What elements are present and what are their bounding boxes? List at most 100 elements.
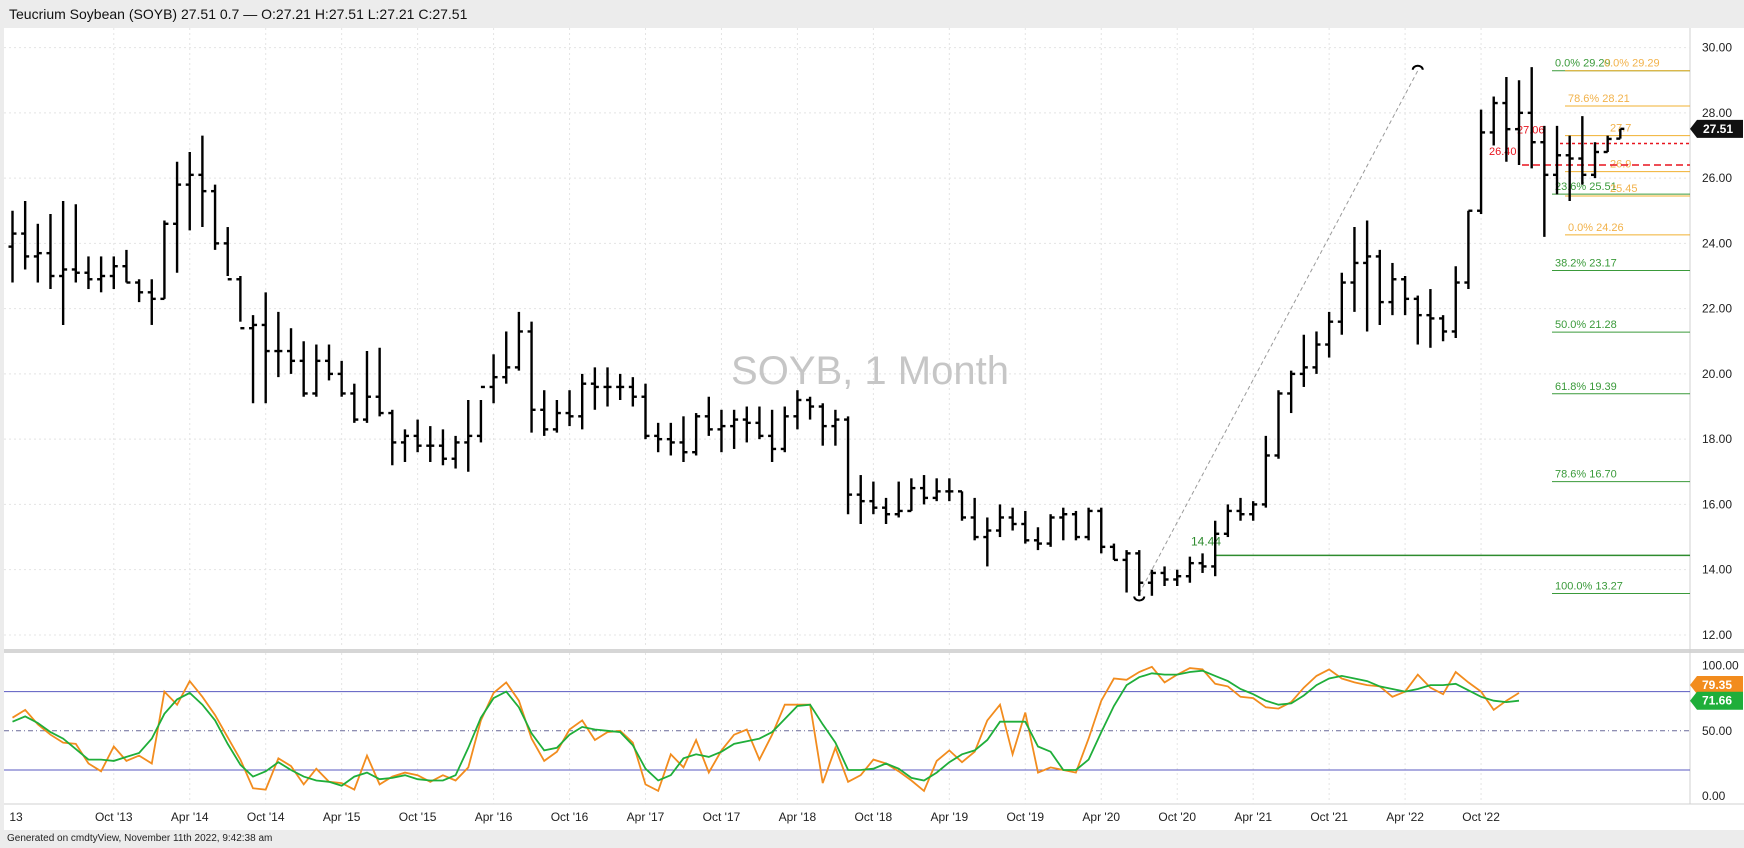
stoch-badge-label: 79.35 xyxy=(1702,678,1732,692)
ohlc-bar xyxy=(287,328,296,374)
ohlc-bar xyxy=(983,517,992,567)
ohlc-bar xyxy=(350,383,359,423)
ohlc-bar xyxy=(502,331,511,384)
ohlc-bar xyxy=(844,416,853,515)
stoch-tick-label: 0.00 xyxy=(1702,789,1726,803)
ohlc-bar xyxy=(1173,569,1182,586)
ohlc-bar xyxy=(236,276,245,330)
ohlc-bar xyxy=(1097,507,1106,554)
ohlc-bar xyxy=(46,214,55,290)
ohlc-bars xyxy=(8,64,1625,602)
fib-green-label: 78.6% 16.70 xyxy=(1555,469,1617,481)
ohlc-bar xyxy=(1223,504,1232,538)
ohlc-bar xyxy=(325,344,333,381)
ohlc-bar xyxy=(590,367,599,410)
ohlc-bar xyxy=(413,419,422,453)
ohlc-bar xyxy=(1287,370,1296,414)
axes: 30.00 28.00 26.00 24.00 22.00 20.00 18.00 16.00… xyxy=(9,41,1743,824)
ohlc-bar xyxy=(717,409,726,453)
ohlc-bar xyxy=(1375,249,1384,325)
ohlc-bar xyxy=(223,227,232,281)
ohlc-bar xyxy=(894,481,903,518)
time-tick-label: Oct '13 xyxy=(95,810,133,824)
ohlc-bar xyxy=(1325,311,1334,358)
time-tick-label: Apr '14 xyxy=(171,810,209,824)
ohlc-bar xyxy=(514,311,523,371)
ohlc-bar xyxy=(1553,125,1562,195)
ohlc-bar xyxy=(337,360,346,397)
fib-green-label: 61.8% 19.39 xyxy=(1555,381,1617,393)
ohlc-bar xyxy=(1464,209,1473,290)
price-tick-label: 26.00 xyxy=(1702,171,1732,185)
chart-area[interactable]: SOYB, 1 Month 100.0% 13.27 78.6% 16.70 61.… xyxy=(0,28,1744,830)
price-tick-label: 30.00 xyxy=(1702,41,1732,55)
trendline xyxy=(1138,70,1419,594)
generated-note: Generated on cmdtyView, November 11th 20… xyxy=(7,833,273,844)
time-tick-label: Apr '20 xyxy=(1082,810,1120,824)
ohlc-bar xyxy=(527,321,536,433)
ohlc-bar xyxy=(1363,220,1372,332)
time-tick-label: Apr '18 xyxy=(779,810,817,824)
ohlc-bar xyxy=(438,429,447,466)
ohlc-bar xyxy=(249,315,258,404)
ohlc-bar xyxy=(84,256,93,290)
time-tick-label: Apr '19 xyxy=(931,810,969,824)
price-tick-label: 28.00 xyxy=(1702,106,1732,120)
ohlc-bar xyxy=(641,383,650,440)
ohlc-bar xyxy=(907,478,916,513)
last-price-label: 27.51 xyxy=(1703,122,1733,136)
ohlc-bar xyxy=(211,184,220,250)
time-tick-label: Oct '22 xyxy=(1462,810,1500,824)
ohlc-bar xyxy=(362,351,371,423)
time-tick-label: 13 xyxy=(9,810,23,824)
ohlc-bar xyxy=(1122,550,1131,593)
stoch-badge xyxy=(1690,676,1743,695)
ohlc-bar xyxy=(1312,331,1321,374)
stoch-tick-label: 100.00 xyxy=(1702,658,1739,672)
ohlc-bar xyxy=(375,347,384,417)
ohlc-bar xyxy=(261,292,270,404)
ohlc-bar xyxy=(185,152,194,231)
stoch-badge-label: 71.66 xyxy=(1702,694,1732,708)
ohlc-bar xyxy=(945,478,954,502)
ohlc-bar xyxy=(1565,135,1574,201)
ohlc-bar xyxy=(1477,109,1486,214)
ohlc-bar xyxy=(97,256,106,293)
ohlc-bar xyxy=(1413,295,1422,345)
ohlc-bar xyxy=(679,416,688,462)
ohlc-bar xyxy=(958,490,966,521)
ohlc-bar xyxy=(1578,116,1587,185)
time-tick-label: Oct '20 xyxy=(1158,810,1196,824)
fib-orange-label: 0.0% 29.29 xyxy=(1604,58,1660,70)
ohlc-bar xyxy=(1515,80,1524,166)
fib-green-label: 50.0% 21.28 xyxy=(1555,319,1617,331)
time-tick-label: Oct '16 xyxy=(551,810,589,824)
ohlc-bar xyxy=(806,396,815,420)
ohlc-bar xyxy=(1274,390,1283,459)
chart-title: Teucrium Soybean (SOYB) 27.51 0.7 — O:27… xyxy=(9,6,468,22)
ohlc-bar xyxy=(312,344,321,397)
ohlc-bar xyxy=(1071,510,1080,541)
ohlc-bar xyxy=(793,390,802,430)
ohlc-bar xyxy=(768,409,777,462)
ohlc-bar xyxy=(540,390,549,436)
ohlc-bar xyxy=(742,406,751,443)
ohlc-bar xyxy=(1059,507,1068,541)
ohlc-bar xyxy=(856,475,865,524)
ohlc-bar xyxy=(274,311,283,378)
ohlc-bar xyxy=(489,354,498,404)
price-tick-label: 12.00 xyxy=(1702,628,1732,642)
stoch-series-k xyxy=(12,665,1520,793)
ohlc-bar xyxy=(1426,289,1435,348)
stoch-badge xyxy=(1690,691,1743,710)
swing-high-marker xyxy=(1411,64,1424,70)
time-tick-label: Apr '22 xyxy=(1386,810,1424,824)
fib-orange-label: 25.45 xyxy=(1610,183,1638,195)
price-tick-label: 14.00 xyxy=(1702,563,1732,577)
time-tick-label: Apr '15 xyxy=(323,810,361,824)
time-tick-label: Oct '15 xyxy=(399,810,437,824)
chart-title-bar: Teucrium Soybean (SOYB) 27.51 0.7 — O:27… xyxy=(0,0,1744,28)
ohlc-bar xyxy=(920,475,929,505)
ohlc-bar xyxy=(1388,262,1397,316)
ohlc-bar xyxy=(400,429,409,462)
